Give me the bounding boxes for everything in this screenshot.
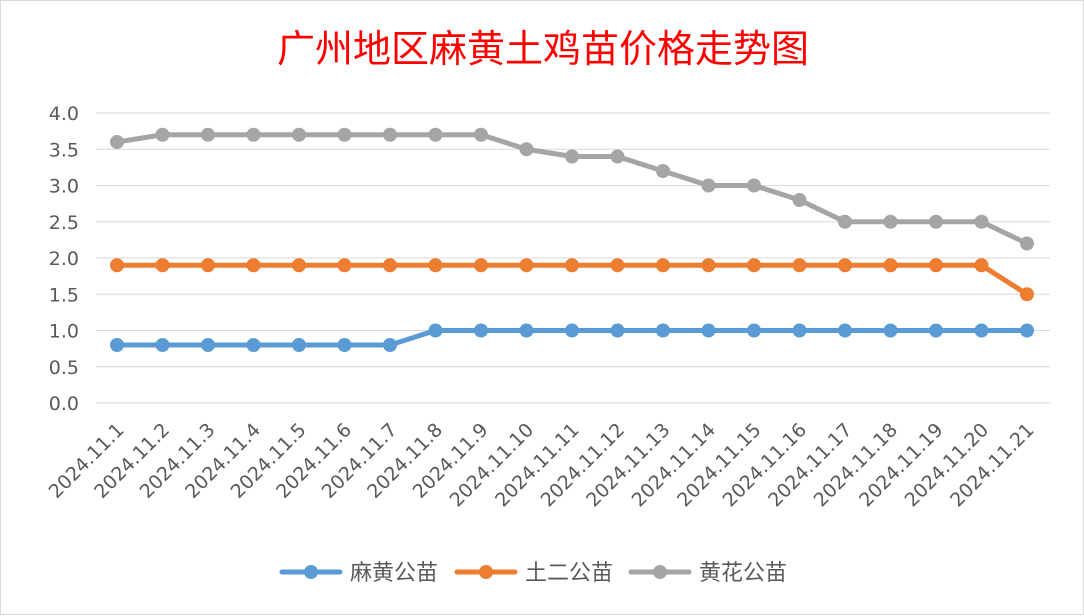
series-3 (110, 127, 1034, 251)
data-point (883, 258, 898, 273)
data-point (747, 178, 761, 193)
legend-swatch-marker (304, 565, 318, 579)
data-point (792, 193, 807, 207)
legend: 麻黄公苗 土二公苗 黄花公苗 (279, 561, 787, 586)
data-point (701, 323, 716, 338)
legend-label: 土二公苗 (525, 561, 613, 586)
data-point (610, 258, 625, 273)
series-lines (110, 127, 1034, 352)
data-point (519, 142, 534, 157)
data-point (519, 258, 534, 273)
data-point (1020, 287, 1034, 302)
data-point (383, 258, 397, 273)
data-point (701, 178, 716, 193)
y-tick-label: 4.0 (49, 103, 79, 125)
data-point (201, 127, 215, 142)
data-point (474, 258, 488, 273)
data-point (428, 323, 443, 338)
data-point (565, 149, 579, 164)
y-tick-label: 1.0 (49, 321, 79, 343)
data-point (838, 214, 852, 229)
data-point (1020, 323, 1034, 338)
data-point (565, 323, 579, 338)
data-point (747, 258, 761, 273)
data-point (838, 323, 852, 338)
series-1 (110, 323, 1034, 352)
data-point (474, 127, 488, 142)
data-point (519, 323, 534, 338)
legend-label: 麻黄公苗 (350, 561, 438, 586)
y-tick-label: 1.5 (49, 284, 79, 306)
data-point (1020, 236, 1034, 251)
data-point (110, 258, 124, 273)
data-point (337, 258, 352, 273)
legend-item-2: 土二公苗 (454, 561, 613, 586)
data-point (292, 338, 306, 352)
legend-item-1: 麻黄公苗 (279, 561, 438, 586)
y-tick-label: 3.0 (49, 176, 79, 198)
data-point (792, 258, 807, 273)
y-tick-label: 2.5 (49, 212, 79, 234)
legend-label: 黄花公苗 (699, 561, 787, 586)
data-point (929, 258, 943, 273)
data-point (883, 214, 898, 229)
data-point (792, 323, 807, 338)
data-point (292, 258, 306, 273)
chart-title: 广州地区麻黄土鸡苗价格走势图 (277, 27, 809, 71)
data-point (474, 323, 488, 338)
data-point (246, 258, 261, 273)
data-point (747, 323, 761, 338)
data-point (246, 127, 261, 142)
data-point (246, 338, 261, 352)
data-point (383, 338, 397, 352)
data-point (337, 127, 352, 142)
data-point (565, 258, 579, 273)
data-point (428, 258, 443, 273)
data-point (383, 127, 397, 142)
y-tick-label: 0.0 (49, 393, 79, 415)
data-point (838, 258, 852, 273)
series-2 (110, 258, 1034, 302)
data-point (201, 338, 215, 352)
data-point (974, 258, 989, 273)
legend-item-3: 黄花公苗 (628, 561, 787, 586)
data-point (656, 323, 670, 338)
y-axis-ticks: 0.0 0.5 1.0 1.5 2.0 2.5 3.0 3.5 4.0 (49, 103, 79, 415)
data-point (155, 127, 170, 142)
y-tick-label: 3.5 (49, 139, 79, 161)
data-point (883, 323, 898, 338)
data-point (201, 258, 215, 273)
y-tick-label: 2.0 (49, 248, 79, 270)
data-point (974, 323, 989, 338)
data-point (610, 323, 625, 338)
data-point (929, 214, 943, 229)
data-point (701, 258, 716, 273)
data-point (155, 258, 170, 273)
data-point (337, 338, 352, 352)
legend-swatch-marker (653, 565, 667, 579)
data-point (929, 323, 943, 338)
data-point (110, 338, 124, 352)
data-point (610, 149, 625, 164)
data-point (292, 127, 306, 142)
data-point (974, 214, 989, 229)
legend-swatch-marker (479, 565, 493, 579)
x-axis-ticks: 2024.11.12024.11.22024.11.32024.11.42024… (45, 419, 1039, 511)
data-point (110, 135, 124, 149)
y-tick-label: 0.5 (49, 357, 79, 379)
data-point (428, 127, 443, 142)
data-point (656, 164, 670, 178)
data-point (155, 338, 170, 352)
data-point (656, 258, 670, 273)
gridlines (96, 112, 1050, 404)
